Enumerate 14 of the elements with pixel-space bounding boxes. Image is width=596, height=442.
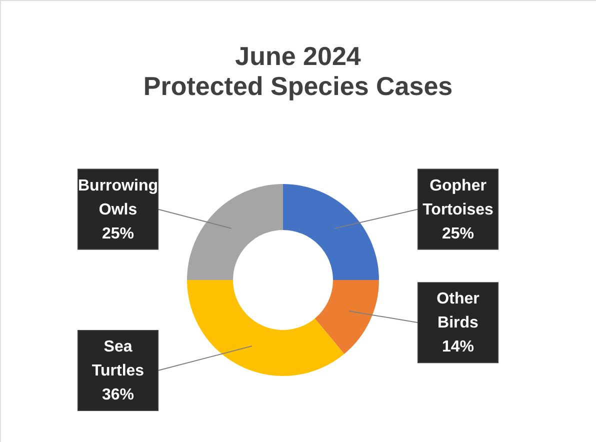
data-label: 25%	[102, 225, 134, 242]
data-label: 36%	[102, 386, 134, 404]
slice-label: Gopher Tortoises	[422, 177, 494, 218]
chart-subtitle: Protected Species Cases	[143, 71, 453, 101]
slice-label: Other Birds	[436, 290, 480, 332]
slice-label: Sea Turtles	[92, 338, 144, 380]
chart-title: June 2024	[235, 41, 362, 71]
donut-slice	[187, 184, 283, 280]
slice-label: Burrowing Owls	[78, 177, 158, 218]
donut-slice	[314, 280, 379, 354]
donut-slice	[187, 280, 344, 376]
data-label: 14%	[442, 338, 474, 356]
donut-slice	[283, 184, 379, 280]
data-label: 25%	[442, 225, 474, 242]
